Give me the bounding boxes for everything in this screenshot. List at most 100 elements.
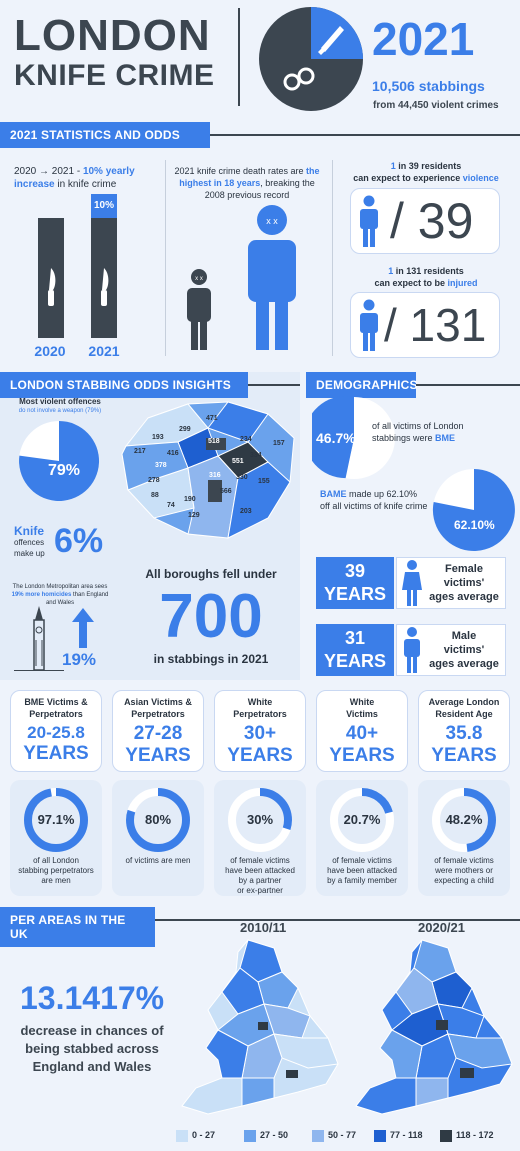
donut-chart xyxy=(228,788,292,852)
female-c: ages average xyxy=(429,591,499,603)
odds-131-value: / 131 xyxy=(384,299,487,351)
donut-l1: of all London xyxy=(33,856,79,865)
big-ben-icon xyxy=(33,606,45,670)
legend-label: 50 - 77 xyxy=(328,1130,357,1140)
bame-b: made up 62.10% xyxy=(346,489,418,499)
death-text-b: the highest in 18 years xyxy=(179,166,320,188)
bame-a: BAME xyxy=(320,489,347,499)
donut-chart xyxy=(432,788,496,852)
small-person-icon: x x xyxy=(187,269,211,350)
donut-label: of victims are men xyxy=(112,856,204,866)
pie-79-label: 79% xyxy=(48,462,81,479)
age-card: BME Victims & Perpetrators 20-25.8 YEARS xyxy=(10,690,102,772)
under-text: All boroughs fell under xyxy=(145,567,277,581)
decrease-d2: being stabbed across xyxy=(25,1041,159,1056)
growth-text-c: in knife crime xyxy=(54,179,117,190)
donut-l3: expecting a child xyxy=(434,876,494,885)
year-2021-label: 2021 xyxy=(88,343,120,359)
donut-pct: 97.1% xyxy=(37,812,75,827)
donut-arc xyxy=(228,788,292,852)
borough-label: 334 xyxy=(250,452,262,459)
age-card-t2: Perpetrators xyxy=(233,709,287,719)
odds-39-d: violence xyxy=(462,173,499,183)
odds-39-value: / 39 xyxy=(390,193,474,249)
donut-l2: stabbing perpetrators xyxy=(18,866,94,875)
knife-c: make up xyxy=(14,549,45,558)
age-card-value: 30+ xyxy=(243,723,277,744)
donut-card: 97.1% of all London stabbing perpetrators… xyxy=(10,780,102,896)
title-knife-crime: KNIFE CRIME xyxy=(14,59,215,92)
year-2021: 2021 xyxy=(372,13,475,65)
met-pct: 19% xyxy=(62,650,97,669)
section-title-uk: PER AREAS IN THE UK xyxy=(0,907,155,947)
large-person-icon: x x xyxy=(248,205,296,350)
male-text: Male victims' ages average xyxy=(424,629,504,671)
donut-card: 80% of victims are men xyxy=(112,780,204,896)
decrease-text: decrease in chances of being stabbed acro… xyxy=(6,1022,178,1076)
donut-l1: of female victims xyxy=(332,856,392,865)
borough-label: 155 xyxy=(258,478,270,485)
section-rule-2 xyxy=(248,384,300,386)
bame-pct: 62.10% xyxy=(454,518,495,532)
borough-label: 471 xyxy=(206,415,218,422)
odds-39-b: in 39 residents xyxy=(395,161,462,171)
section-rule-4 xyxy=(155,919,520,921)
age-card-t1: Average London xyxy=(428,697,500,707)
odds-39-text: 1 in 39 residents can expect to experienc… xyxy=(336,160,516,184)
borough-label: 88 xyxy=(151,492,159,499)
section-rule-3 xyxy=(416,384,520,386)
donut-card: 30% of female victims have been attacked b… xyxy=(214,780,306,896)
age-card-value: 35.8 xyxy=(445,723,483,744)
borough-label: 190 xyxy=(184,496,196,503)
year-2010-label: 2010/11 xyxy=(240,920,287,935)
borough-label: 278 xyxy=(148,477,160,484)
violent-crimes-count: from 44,450 violent crimes xyxy=(373,100,499,111)
male-person-icon xyxy=(404,627,420,673)
in-2021-text: in stabbings in 2021 xyxy=(153,652,269,666)
divider-v2 xyxy=(332,160,333,356)
knife-offences-text: Knife offences make up xyxy=(14,524,45,559)
bme-b: BME xyxy=(435,433,456,443)
uk-map-2020 xyxy=(355,939,513,1115)
male-years: 31 xyxy=(344,628,366,648)
donut-l3: by a family member xyxy=(327,876,397,885)
female-years-label: YEARS xyxy=(323,584,386,604)
donut-l1: of female victims xyxy=(230,856,290,865)
borough-label: 518 xyxy=(208,438,220,445)
bme-pct: 46.7% xyxy=(316,430,356,446)
stabbings-count: 10,506 stabbings xyxy=(372,78,485,94)
female-years: 39 xyxy=(344,561,366,581)
borough-label: 378 xyxy=(155,462,167,469)
bame-c: off all victims of knife crime xyxy=(320,501,428,511)
age-card: White Victims 40+ YEARS xyxy=(316,690,408,772)
donut-l2: were mothers or xyxy=(435,866,493,875)
age-card-years: YEARS xyxy=(329,745,395,766)
decrease-d3: England and Wales xyxy=(32,1059,152,1074)
age-card: Asian Victims & Perpetrators 27-28 YEARS xyxy=(112,690,204,772)
bar-2021-top-label: 10% xyxy=(93,200,114,211)
donut-pct: 80% xyxy=(144,812,172,827)
male-b: victims' xyxy=(443,644,485,656)
odds-39-c: can expect to experience xyxy=(353,173,463,183)
age-card-t2: Resident Age xyxy=(435,709,493,719)
donut-pct: 20.7% xyxy=(343,812,381,827)
growth-text: 2020 → 2021 - 10% yearly increase in kni… xyxy=(14,165,164,191)
death-text: 2021 knife crime death rates are the hig… xyxy=(168,165,326,201)
borough-label: 416 xyxy=(167,450,179,457)
odds-131-text: 1 in 131 residents can expect to be injur… xyxy=(336,265,516,289)
age-card-title: Asian Victims & Perpetrators xyxy=(113,696,203,720)
donut-arc xyxy=(432,788,496,852)
age-card-t1: BME Victims & xyxy=(24,697,88,707)
divider-v1 xyxy=(165,160,166,356)
odds-39-a: 1 xyxy=(390,161,396,171)
age-card-t2: Victims xyxy=(346,709,378,719)
age-card-t1: White xyxy=(247,697,273,707)
legend-label: 118 - 172 xyxy=(456,1130,494,1140)
donut-l1: of female victims xyxy=(434,856,494,865)
donut-l3: are men xyxy=(41,876,71,885)
bame-text: BAME made up 62.10% off all victims of kn… xyxy=(320,488,480,512)
section-title-demographics: DEMOGRAPHICS xyxy=(306,372,418,398)
svg-text:x x: x x xyxy=(266,216,278,226)
london-boroughs-map xyxy=(121,401,295,539)
knife-a: Knife xyxy=(14,524,44,538)
